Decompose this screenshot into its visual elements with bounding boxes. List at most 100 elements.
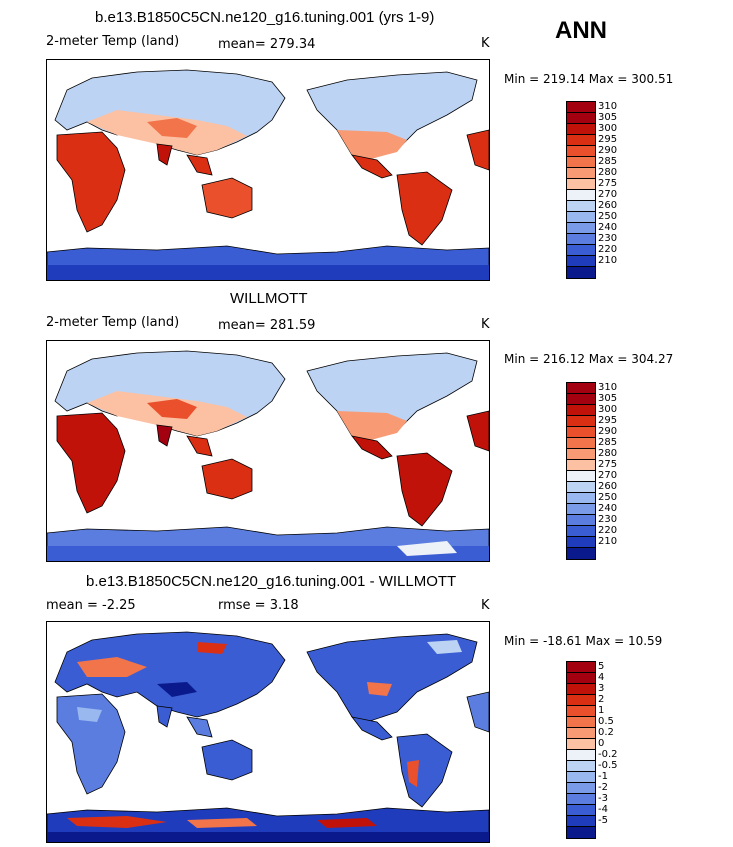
colorbar-tick-label: 305 bbox=[598, 112, 618, 123]
panel-2-variable-label: 2-meter Temp (land) bbox=[46, 315, 180, 330]
colorbar-swatch bbox=[567, 102, 595, 113]
colorbar-swatch bbox=[567, 750, 595, 761]
colorbar-tick-label: 270 bbox=[598, 470, 618, 481]
colorbar-swatch bbox=[567, 772, 595, 783]
panel-2-mean-label: mean= 281.59 bbox=[218, 318, 316, 333]
colorbar-tick-label: 300 bbox=[598, 123, 618, 134]
panel-3-minmax: Min = -18.61 Max = 10.59 bbox=[504, 634, 663, 648]
colorbar-tick-label: 0.2 bbox=[598, 727, 614, 738]
colorbar-swatch bbox=[567, 805, 595, 816]
colorbar-swatch bbox=[567, 427, 595, 438]
colorbar-tick-label: 0 bbox=[598, 738, 605, 749]
colorbar-tick-label: 260 bbox=[598, 481, 618, 492]
colorbar-swatch bbox=[567, 548, 595, 559]
colorbar-swatch bbox=[567, 739, 595, 750]
colorbar-tick-label: 280 bbox=[598, 167, 618, 178]
colorbar-tick-label: 230 bbox=[598, 514, 618, 525]
colorbar-tick-label: -1 bbox=[598, 771, 608, 782]
panel-3-units: K bbox=[481, 598, 490, 613]
colorbar-tick-label: 260 bbox=[598, 200, 618, 211]
colorbar-tick-label: 295 bbox=[598, 415, 618, 426]
colorbar-tick-label: -0.5 bbox=[598, 760, 618, 771]
australia bbox=[201, 177, 253, 219]
colorbar-swatch bbox=[567, 256, 595, 267]
panel-2-map bbox=[46, 340, 490, 562]
colorbar-swatch bbox=[567, 212, 595, 223]
colorbar-swatch bbox=[567, 201, 595, 212]
season-label: ANN bbox=[555, 17, 607, 44]
colorbar-tick-label: -3 bbox=[598, 793, 608, 804]
colorbar-tick-label: 275 bbox=[598, 178, 618, 189]
colorbar-tick-label: 285 bbox=[598, 156, 618, 167]
colorbar-swatch bbox=[567, 827, 595, 838]
australia bbox=[201, 458, 253, 500]
africa bbox=[56, 693, 126, 795]
south-america bbox=[396, 452, 453, 527]
colorbar-swatch bbox=[567, 157, 595, 168]
colorbar-swatch bbox=[567, 124, 595, 135]
colorbar-tick-label: 310 bbox=[598, 101, 618, 112]
colorbar-swatch bbox=[567, 717, 595, 728]
colorbar-swatch bbox=[567, 783, 595, 794]
africa bbox=[56, 412, 126, 514]
panel-3-title: b.e13.B1850C5CN.ne120_g16.tuning.001 - W… bbox=[86, 573, 457, 590]
panel-2-units: K bbox=[481, 317, 490, 332]
colorbar-swatch bbox=[567, 526, 595, 537]
panel-3-map bbox=[46, 621, 490, 843]
panel-1-minmax: Min = 219.14 Max = 300.51 bbox=[504, 72, 674, 86]
panel-3-mean-label: mean = -2.25 bbox=[46, 598, 136, 613]
colorbar-swatch bbox=[567, 234, 595, 245]
colorbar-tick-label: 2 bbox=[598, 694, 605, 705]
colorbar-swatch bbox=[567, 482, 595, 493]
colorbar-tick-label: 250 bbox=[598, 492, 618, 503]
colorbar-swatch bbox=[567, 383, 595, 394]
colorbar-swatch bbox=[567, 706, 595, 717]
colorbar-tick-label: 240 bbox=[598, 503, 618, 514]
colorbar-tick-label: 305 bbox=[598, 393, 618, 404]
colorbar-swatch bbox=[567, 190, 595, 201]
colorbar-tick-label: 0.5 bbox=[598, 716, 614, 727]
colorbar-swatch bbox=[567, 449, 595, 460]
panel-2-minmax: Min = 216.12 Max = 304.27 bbox=[504, 352, 674, 366]
colorbar-swatch bbox=[567, 168, 595, 179]
colorbar-tick-label: -2 bbox=[598, 782, 608, 793]
colorbar-tick-label: -5 bbox=[598, 815, 608, 826]
colorbar-swatch bbox=[567, 673, 595, 684]
colorbar-tick-label: 4 bbox=[598, 672, 605, 683]
panel-3-rmse-label: rmse = 3.18 bbox=[218, 598, 299, 613]
colorbar-swatch bbox=[567, 223, 595, 234]
panel-1-map-svg bbox=[47, 69, 489, 280]
colorbar-swatch bbox=[567, 816, 595, 827]
colorbar-swatch bbox=[567, 493, 595, 504]
panel-1-title: b.e13.B1850C5CN.ne120_g16.tuning.001 (yr… bbox=[95, 9, 435, 26]
colorbar-swatch bbox=[567, 113, 595, 124]
colorbar-swatch bbox=[567, 394, 595, 405]
south-america bbox=[396, 733, 453, 808]
colorbar-swatch bbox=[567, 515, 595, 526]
colorbar-tick-label: 220 bbox=[598, 244, 618, 255]
colorbar-swatch bbox=[567, 662, 595, 673]
colorbar-swatch bbox=[567, 267, 595, 278]
colorbar-tick-label: 310 bbox=[598, 382, 618, 393]
panel-2-colorbar bbox=[566, 382, 596, 560]
colorbar-swatch bbox=[567, 728, 595, 739]
colorbar-tick-label: 210 bbox=[598, 255, 618, 266]
colorbar-tick-label: 220 bbox=[598, 525, 618, 536]
colorbar-tick-label: 285 bbox=[598, 437, 618, 448]
panel-2-map-svg bbox=[47, 350, 489, 561]
colorbar-tick-label: 230 bbox=[598, 233, 618, 244]
panel-1-map bbox=[46, 59, 490, 281]
panel-3-colorbar bbox=[566, 661, 596, 839]
panel-2-title: WILLMOTT bbox=[230, 290, 308, 307]
south-asia bbox=[156, 143, 173, 166]
colorbar-swatch bbox=[567, 416, 595, 427]
south-asia bbox=[156, 705, 173, 728]
colorbar-tick-label: 300 bbox=[598, 404, 618, 415]
panel-1-colorbar bbox=[566, 101, 596, 279]
south-asia bbox=[156, 424, 173, 447]
colorbar-swatch bbox=[567, 146, 595, 157]
north-america bbox=[306, 633, 478, 723]
australia bbox=[201, 739, 253, 781]
colorbar-swatch bbox=[567, 761, 595, 772]
colorbar-swatch bbox=[567, 135, 595, 146]
